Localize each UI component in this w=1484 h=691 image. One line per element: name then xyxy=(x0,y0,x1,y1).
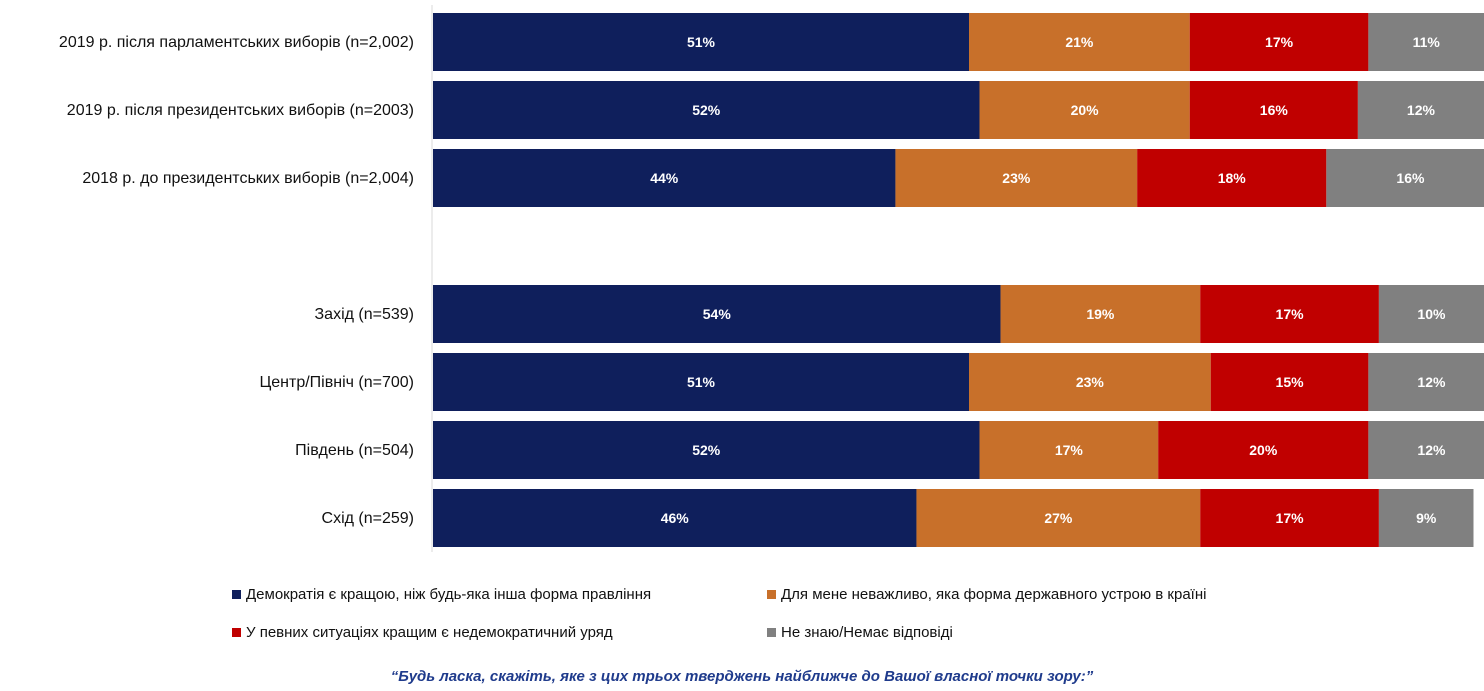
category-label: Південь (n=504) xyxy=(295,442,414,459)
data-label: 11% xyxy=(1413,34,1441,50)
data-label: 46% xyxy=(661,510,690,526)
data-label: 23% xyxy=(1076,374,1105,390)
data-label: 10% xyxy=(1417,306,1446,322)
bar-segment-series-1 xyxy=(433,13,970,71)
bar-segment-series-4 xyxy=(1357,81,1484,139)
legend-item-nondemocratic: У певних ситуаціях кращим є недемократич… xyxy=(232,624,767,641)
bar-segment-series-1 xyxy=(433,489,917,547)
legend-label: У певних ситуаціях кращим є недемократич… xyxy=(246,623,613,641)
data-label: 17% xyxy=(1265,34,1294,50)
data-label: 20% xyxy=(1249,442,1278,458)
bar-segment-series-1 xyxy=(433,353,970,411)
bar-segment-series-4 xyxy=(1326,149,1484,207)
legend-label: Демократія є кращою, ніж будь-яка інша ф… xyxy=(246,585,652,603)
category-label: Захід (n=539) xyxy=(315,306,415,323)
legend-label: Для мене неважливо, яка форма державного… xyxy=(781,585,1207,603)
data-label: 19% xyxy=(1086,306,1115,322)
labels-layer: 2019 р. після парламентських виборів (n=… xyxy=(59,34,1446,527)
category-label: Схід (n=259) xyxy=(322,510,414,527)
data-label: 51% xyxy=(687,374,716,390)
legend-item-indifferent: Для мене неважливо, яка форма державного… xyxy=(767,586,1206,603)
legend-swatch xyxy=(767,627,776,637)
legend-item-democracy: Демократія є кращою, ніж будь-яка інша ф… xyxy=(232,586,767,603)
legend-swatch xyxy=(232,589,241,599)
data-label: 17% xyxy=(1276,306,1305,322)
legend-item-dont-know: Не знаю/Немає відповіді xyxy=(767,624,953,641)
bar-segment-series-3 xyxy=(1200,489,1379,547)
legend: Демократія є кращою, ніж будь-яка інша ф… xyxy=(232,583,1332,659)
data-label: 17% xyxy=(1276,510,1305,526)
bar-segment-series-4 xyxy=(1368,13,1484,71)
bar-segment-series-4 xyxy=(1378,285,1484,343)
data-label: 21% xyxy=(1065,34,1094,50)
data-label: 52% xyxy=(692,102,721,118)
bar-segment-series-4 xyxy=(1368,353,1484,411)
legend-swatch xyxy=(767,589,776,599)
category-label: 2019 р. після парламентських виборів (n=… xyxy=(59,34,414,51)
legend-swatch xyxy=(232,627,241,637)
survey-question: “Будь ласка, скажіть, яке з цих трьох тв… xyxy=(390,668,1094,685)
category-label: Центр/Північ (n=700) xyxy=(259,374,414,391)
bar-segment-series-1 xyxy=(433,81,980,139)
category-label: 2018 р. до президентських виборів (n=2,0… xyxy=(82,170,414,187)
bar-segment-series-1 xyxy=(433,285,1001,343)
data-label: 16% xyxy=(1260,102,1289,118)
bar-segment-series-1 xyxy=(433,149,896,207)
bar-segment-series-2 xyxy=(979,81,1190,139)
bar-segment-series-2 xyxy=(979,421,1159,479)
bar-segment-series-3 xyxy=(1200,285,1379,343)
data-label: 17% xyxy=(1055,442,1084,458)
stacked-bar-chart: 2019 р. після парламентських виборів (n=… xyxy=(59,5,1484,552)
bar-segment-series-2 xyxy=(969,353,1211,411)
data-label: 12% xyxy=(1417,374,1446,390)
bar-segment-series-2 xyxy=(1000,285,1201,343)
bar-segment-series-2 xyxy=(969,13,1190,71)
bar-segment-series-2 xyxy=(895,149,1138,207)
data-label: 9% xyxy=(1416,510,1437,526)
data-label: 54% xyxy=(703,306,732,322)
data-label: 15% xyxy=(1276,374,1305,390)
data-label: 51% xyxy=(687,34,716,50)
data-label: 20% xyxy=(1071,102,1100,118)
category-label: 2019 р. після президентських виборів (n=… xyxy=(67,102,414,119)
data-label: 27% xyxy=(1044,510,1073,526)
legend-label: Не знаю/Немає відповіді xyxy=(781,623,953,641)
data-label: 23% xyxy=(1002,170,1031,186)
data-label: 44% xyxy=(650,170,679,186)
data-label: 16% xyxy=(1396,170,1425,186)
bar-segment-series-3 xyxy=(1189,81,1358,139)
bar-segment-series-4 xyxy=(1368,421,1484,479)
bar-segment-series-4 xyxy=(1378,489,1474,547)
bar-segment-series-2 xyxy=(916,489,1201,547)
bar-segment-series-3 xyxy=(1189,13,1369,71)
data-label: 12% xyxy=(1417,442,1446,458)
bar-segment-series-1 xyxy=(433,421,980,479)
data-label: 52% xyxy=(692,442,721,458)
legend-row-1: Демократія є кращою, ніж будь-яка інша ф… xyxy=(232,583,1332,605)
data-label: 12% xyxy=(1407,102,1436,118)
bars-layer xyxy=(433,13,1484,547)
legend-row-2: У певних ситуаціях кращим є недемократич… xyxy=(232,621,1332,643)
bar-segment-series-3 xyxy=(1210,353,1369,411)
data-label: 18% xyxy=(1218,170,1247,186)
bar-segment-series-3 xyxy=(1158,421,1369,479)
bar-segment-series-3 xyxy=(1137,149,1327,207)
